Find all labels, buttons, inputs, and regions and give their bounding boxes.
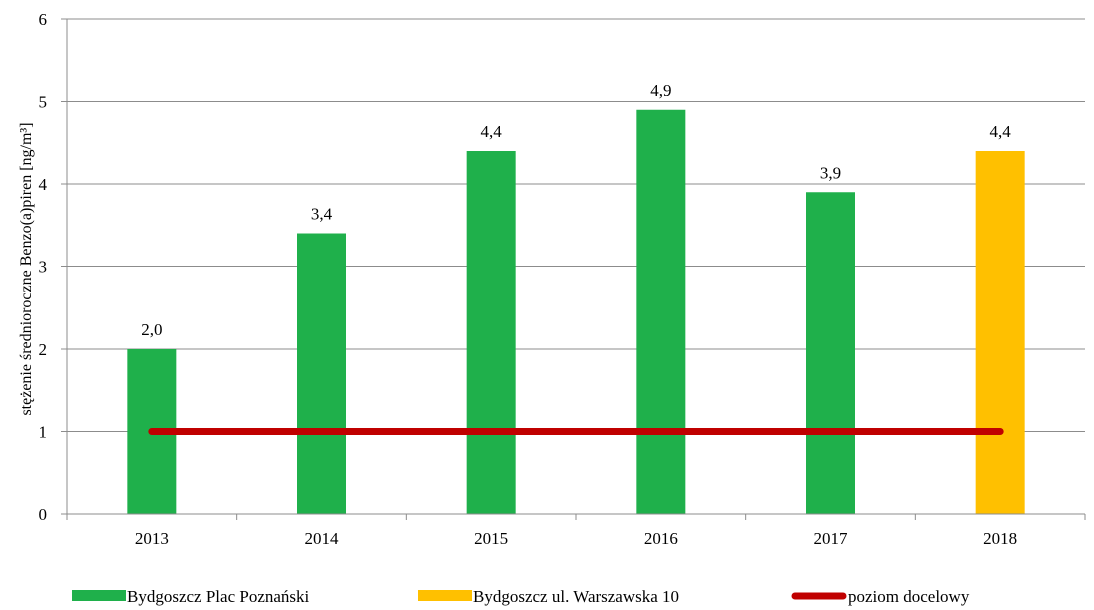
gridlines <box>67 18 1085 432</box>
x-tick-label: 2017 <box>814 529 849 548</box>
y-tick-label: 6 <box>39 10 48 29</box>
x-tick-label: 2016 <box>644 529 678 548</box>
legend-swatch <box>418 590 472 601</box>
bar <box>975 151 1025 514</box>
bar <box>636 109 686 514</box>
legend-swatch <box>72 590 126 601</box>
axes <box>61 18 1086 520</box>
bar <box>466 151 516 514</box>
data-label: 4,4 <box>481 122 503 141</box>
x-tick-label: 2013 <box>135 529 169 548</box>
data-label: 3,9 <box>820 163 841 182</box>
y-tick-labels: 0 1 2 3 4 5 6 <box>39 10 48 524</box>
x-tick-labels: 2013 2014 2015 2016 2017 2018 <box>135 529 1017 548</box>
legend-label: Bydgoszcz Plac Poznański <box>127 587 310 606</box>
legend: Bydgoszcz Plac Poznański Bydgoszcz ul. Wa… <box>72 587 970 606</box>
bars <box>127 109 1025 514</box>
x-tick-label: 2015 <box>474 529 508 548</box>
legend-label: Bydgoszcz ul. Warszawska 10 <box>473 587 679 606</box>
data-label: 4,4 <box>990 122 1012 141</box>
data-label: 4,9 <box>650 81 671 100</box>
data-label: 3,4 <box>311 205 333 224</box>
y-tick-label: 0 <box>39 505 48 524</box>
bar <box>806 192 855 514</box>
y-tick-label: 3 <box>39 258 48 277</box>
y-tick-label: 2 <box>39 340 48 359</box>
y-tick-label: 4 <box>39 175 48 194</box>
data-label: 2,0 <box>141 320 162 339</box>
y-axis-label: stężenie średnioroczne Benzo(a)piren [ng… <box>18 122 35 415</box>
bar <box>297 233 346 514</box>
y-tick-label: 1 <box>39 423 48 442</box>
x-tick-label: 2018 <box>983 529 1017 548</box>
y-tick-label: 5 <box>39 93 48 112</box>
x-tick-label: 2014 <box>305 529 340 548</box>
legend-label: poziom docelowy <box>848 587 970 606</box>
data-labels: 2,0 3,4 4,4 4,9 3,9 4,4 <box>141 81 1011 339</box>
